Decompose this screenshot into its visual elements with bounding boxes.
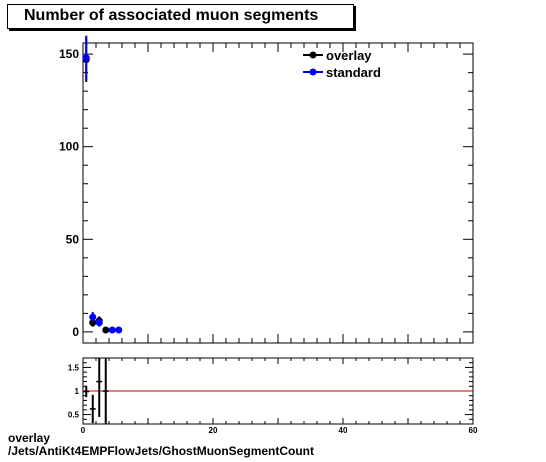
standard-marker bbox=[95, 319, 103, 327]
ratio-y-tick-label: 1.5 bbox=[68, 363, 80, 372]
y-tick-label: 150 bbox=[59, 47, 79, 61]
overlay-marker bbox=[89, 319, 97, 327]
caption: overlay /Jets/AntiKt4EMPFlowJets/GhostMu… bbox=[8, 432, 314, 458]
ratio-axis-labels: 0.5 1 1.5 0 20 40 60 bbox=[68, 363, 478, 435]
chart-title-box: Number of associated muon segments bbox=[7, 4, 354, 29]
ratio-x-tick-label: 0 bbox=[81, 426, 86, 435]
legend-marker-standard bbox=[309, 68, 317, 76]
y-tick-label: 100 bbox=[59, 140, 79, 154]
caption-line-1: overlay bbox=[8, 431, 51, 445]
y-tick-label: 50 bbox=[66, 232, 80, 246]
standard-marker bbox=[108, 326, 116, 334]
legend-label-overlay: overlay bbox=[326, 48, 372, 63]
standard-marker bbox=[89, 313, 97, 321]
main-axis-ticks bbox=[82, 43, 474, 343]
main-frame-rect bbox=[82, 42, 474, 344]
ratio-x-tick-label: 20 bbox=[209, 426, 218, 435]
legend-label-standard: standard bbox=[326, 65, 381, 80]
ratio-x-tick-label: 60 bbox=[469, 426, 478, 435]
legend-marker-overlay bbox=[309, 51, 317, 59]
overlay-marker bbox=[102, 326, 110, 334]
caption-line-2: /Jets/AntiKt4EMPFlowJets/GhostMuonSegmen… bbox=[8, 444, 315, 458]
legend: overlay standard bbox=[303, 48, 381, 80]
standard-marker bbox=[82, 54, 90, 62]
main-axis-labels: 0 50 100 150 bbox=[59, 47, 79, 339]
ratio-x-tick-label: 40 bbox=[339, 426, 348, 435]
standard-marker bbox=[115, 326, 123, 334]
chart-title: Number of associated muon segments bbox=[24, 7, 319, 24]
y-tick-label: 0 bbox=[72, 325, 79, 339]
main-plot-marks bbox=[82, 35, 123, 334]
ratio-y-tick-label: 0.5 bbox=[68, 411, 80, 420]
main-plot-frame bbox=[82, 42, 474, 344]
ratio-y-tick-label: 1 bbox=[75, 387, 80, 396]
ratio-plot-marks bbox=[83, 358, 473, 424]
